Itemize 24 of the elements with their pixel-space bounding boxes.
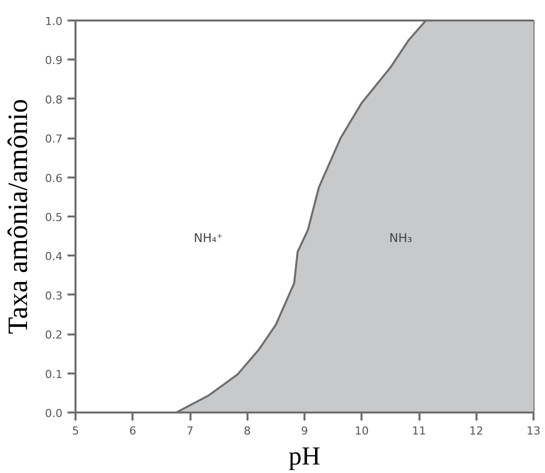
x-tick-label: 7 [186, 424, 194, 438]
x-axis-title: pH [288, 442, 321, 470]
x-tick-label: 6 [129, 424, 136, 438]
y-tick-label: 0.2 [45, 328, 63, 342]
y-tick-label: 1.0 [45, 15, 63, 28]
y-tick-label: 0.6 [45, 172, 63, 185]
y-axis-title: Taxa amônia/amônio [3, 98, 34, 334]
y-tick-label: 0.5 [45, 211, 63, 224]
annotation: NH₃ [389, 231, 412, 246]
y-tick-label: 0.4 [45, 250, 63, 264]
y-tick-label: 0.3 [45, 289, 63, 302]
x-tick-label: 11 [412, 424, 426, 438]
y-tick-label: 0.1 [45, 368, 63, 381]
annotation: NH₄⁺ [194, 231, 223, 246]
x-tick-label: 9 [301, 424, 308, 438]
x-tick-label: 12 [469, 424, 484, 438]
y-tick-label: 0.9 [45, 54, 63, 68]
y-tick-label: 0.0 [45, 407, 63, 420]
x-tick-label: 5 [72, 424, 79, 438]
y-tick-label: 0.7 [45, 132, 63, 146]
y-tick-label: 0.8 [45, 93, 63, 106]
x-tick-label: 8 [244, 424, 251, 438]
x-tick-label: 10 [354, 424, 369, 438]
x-tick-label: 13 [526, 424, 540, 438]
